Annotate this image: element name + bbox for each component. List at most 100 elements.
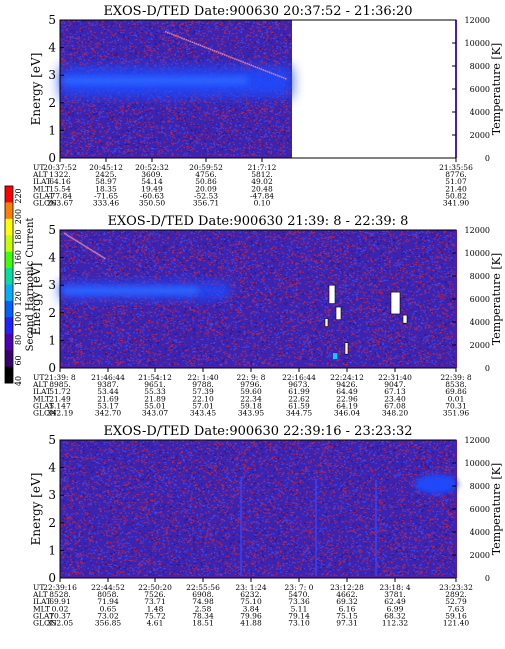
saturated-patch — [325, 319, 328, 327]
colorbar-tick-label: 80 — [14, 335, 23, 345]
y-tick-label: 5 — [48, 13, 56, 27]
colorbar-tick-label: 180 — [14, 229, 23, 244]
table-cell: 341.90 — [443, 199, 469, 208]
colorbar-tick-label: 60 — [14, 355, 23, 365]
y-tick-label: 4 — [48, 41, 56, 55]
table-cell: 342.19 — [47, 409, 73, 418]
y2-tick-label: 8000 — [470, 482, 490, 491]
colorbar-swatch — [5, 202, 13, 219]
table-cell: 97.31 — [336, 619, 357, 628]
colorbar-swatch — [5, 301, 13, 318]
chart-title: EXOS-D/TED Date:900630 21:39: 8 - 22:39:… — [108, 214, 409, 229]
colorbar-swatch — [5, 350, 13, 367]
saturated-patch — [391, 292, 400, 314]
y-tick-label: 1 — [48, 123, 56, 137]
saturated-patch — [336, 307, 341, 320]
saturated-patch — [403, 315, 407, 323]
energy-band-core — [62, 287, 198, 295]
y2-tick-label: 8000 — [470, 62, 490, 71]
table-cell: 344.75 — [286, 409, 312, 418]
table-cell: 356.85 — [95, 619, 121, 628]
colorbar-tick-label: 140 — [14, 271, 23, 286]
y-tick-label: 5 — [48, 223, 56, 237]
y2-tick-label: 6000 — [470, 505, 490, 514]
spectral-stripe — [375, 480, 377, 578]
saturated-patch — [329, 285, 335, 303]
table-cell: 41.88 — [240, 619, 262, 628]
table-cell: 121.40 — [443, 619, 469, 628]
y2-tick-label: 12000 — [465, 436, 490, 445]
table-cell: 350.50 — [139, 199, 165, 208]
table-cell: 351.96 — [443, 409, 469, 418]
colorbar-tick-label: 100 — [14, 312, 23, 327]
colorbar-tick-label: 120 — [14, 291, 23, 306]
table-cell: 4.61 — [147, 619, 164, 628]
colorbar-tick-label: 160 — [14, 250, 23, 265]
table-cell: 352.05 — [47, 619, 73, 628]
y2-tick-label: 12000 — [465, 16, 490, 25]
y2-tick-label: 10000 — [465, 249, 490, 258]
table-cell: 333.46 — [93, 199, 119, 208]
y-tick-label: 3 — [48, 488, 56, 502]
y2-tick-label: 2000 — [470, 131, 490, 140]
colorbar-swatch — [5, 252, 13, 269]
colorbar-swatch — [5, 268, 13, 285]
colorbar-swatch — [5, 317, 13, 334]
y2-tick-label: 6000 — [470, 295, 490, 304]
colorbar-swatch — [5, 235, 13, 252]
y2-axis-label: Temperature [K] — [490, 463, 503, 555]
orbit-table: UTALTILATMLTGLATGLON20:37:521322.64.1615… — [32, 158, 473, 208]
energy-band — [414, 474, 458, 494]
table-cell: 348.20 — [382, 409, 408, 418]
y2-tick-label: 12000 — [465, 226, 490, 235]
y2-tick-label: 4000 — [470, 108, 490, 117]
y-tick-label: 3 — [48, 278, 56, 292]
y2-tick-label: 8000 — [470, 272, 490, 281]
y-tick-label: 2 — [48, 306, 56, 320]
y2-axis-label: Temperature [K] — [490, 253, 503, 345]
chart-title: EXOS-D/TED Date:900630 22:39:16 - 23:23:… — [103, 424, 412, 439]
colorbar-label: Second Harmonic Current — [25, 218, 36, 352]
y2-tick-label: 0 — [485, 574, 490, 583]
table-cell: 346.04 — [334, 409, 360, 418]
chart-panel-1: EXOS-D/TED Date:900630 20:37:52 - 21:36:… — [29, 4, 503, 208]
chart-title: EXOS-D/TED Date:900630 20:37:52 - 21:36:… — [103, 4, 412, 19]
table-cell: 263.67 — [47, 199, 73, 208]
chart-panel-3: EXOS-D/TED Date:900630 22:39:16 - 23:23:… — [29, 424, 503, 628]
table-cell: 343.45 — [190, 409, 216, 418]
colorbar-swatch — [5, 334, 13, 351]
table-cell: 0.10 — [254, 199, 271, 208]
spectral-stripe — [240, 480, 242, 578]
y-tick-label: 1 — [48, 333, 56, 347]
y-tick-label: 5 — [48, 433, 56, 447]
y-tick-label: 4 — [48, 461, 56, 475]
colorbar-tick-label: 220 — [14, 188, 23, 203]
colorbar-tick-label: 40 — [14, 376, 23, 386]
y2-tick-label: 0 — [485, 154, 490, 163]
y-tick-label: 4 — [48, 251, 56, 265]
y2-tick-label: 0 — [485, 364, 490, 373]
y-axis-label: Energy [eV] — [29, 53, 43, 126]
y-tick-label: 2 — [48, 516, 56, 530]
saturated-patch — [345, 343, 348, 355]
table-cell: 343.07 — [142, 409, 168, 418]
y2-tick-label: 4000 — [470, 528, 490, 537]
table-cell: 112.32 — [382, 619, 408, 628]
y2-tick-label: 4000 — [470, 318, 490, 327]
table-cell: 356.71 — [193, 199, 219, 208]
y2-tick-label: 10000 — [465, 459, 490, 468]
colorbar-swatch — [5, 186, 13, 203]
colorbar-swatch — [5, 285, 13, 302]
table-cell: 342.70 — [95, 409, 121, 418]
colorbar-swatch — [5, 219, 13, 236]
orbit-table: UTALTILATMLTGLATGLON22:39:168528.69.910.… — [32, 578, 473, 628]
colorbar: 40 60 80 100 120 140 160 180 200 220 Second Harmon… — [5, 186, 36, 386]
table-cell: 343.95 — [238, 409, 264, 418]
colorbar-tick-label: 200 — [14, 209, 23, 224]
y-axis-label: Energy [eV] — [29, 473, 43, 546]
